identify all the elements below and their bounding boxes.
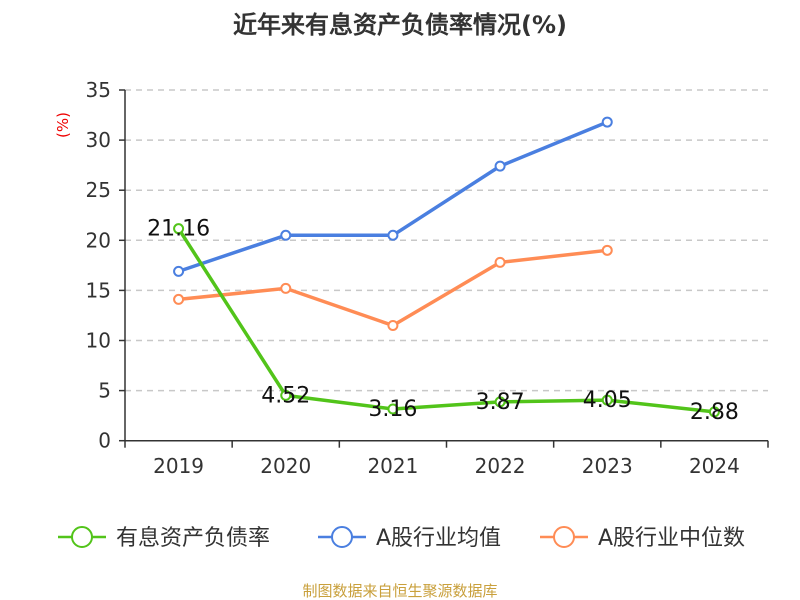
x-tick-label: 2019 xyxy=(153,454,204,478)
data-point xyxy=(494,396,506,408)
y-tick-label: 35 xyxy=(86,78,111,102)
y-tick-label: 25 xyxy=(86,178,111,202)
x-tick-label: 2020 xyxy=(260,454,311,478)
data-label: 4.52 xyxy=(261,383,310,408)
x-tick-label: 2024 xyxy=(689,454,740,478)
y-tick-label: 0 xyxy=(98,429,111,453)
data-label: 4.05 xyxy=(583,388,632,413)
data-label: 21.16 xyxy=(147,217,210,242)
data-point xyxy=(280,389,292,401)
data-point xyxy=(387,319,399,331)
x-tick-label: 2022 xyxy=(475,454,526,478)
data-point xyxy=(280,282,292,294)
data-point xyxy=(708,406,720,418)
data-point xyxy=(601,244,613,256)
data-point xyxy=(601,394,613,406)
data-point xyxy=(280,229,292,241)
y-tick-label: 5 xyxy=(98,379,111,403)
data-label: 3.87 xyxy=(476,390,525,415)
y-tick-label: 20 xyxy=(86,228,111,252)
data-point xyxy=(387,403,399,415)
legend-marker xyxy=(331,526,353,548)
data-label: 3.16 xyxy=(368,397,417,422)
legend-marker xyxy=(71,526,93,548)
data-label: 2.88 xyxy=(690,400,739,425)
y-tick-label: 30 xyxy=(86,128,111,152)
y-axis-unit: (%) xyxy=(54,112,72,138)
data-point xyxy=(387,229,399,241)
chart-title: 近年来有息资产负债率情况(%) xyxy=(233,11,567,39)
y-tick-label: 15 xyxy=(86,278,111,302)
data-point xyxy=(494,256,506,268)
series-line xyxy=(177,227,715,414)
y-tick-label: 10 xyxy=(86,329,111,353)
data-point xyxy=(173,223,185,235)
data-point xyxy=(173,293,185,305)
x-tick-label: 2021 xyxy=(367,454,418,478)
data-point xyxy=(173,265,185,277)
x-tick-label: 2023 xyxy=(582,454,633,478)
source-note: 制图数据来自恒生聚源数据库 xyxy=(302,582,497,600)
legend-label: A股行业中位数 xyxy=(598,526,745,551)
data-point xyxy=(601,116,613,128)
data-point xyxy=(494,160,506,172)
legend-label: 有息资产负债率 xyxy=(116,526,270,551)
legend-marker xyxy=(553,526,575,548)
legend-label: A股行业均值 xyxy=(376,526,501,551)
series-line xyxy=(178,248,608,328)
series-line xyxy=(178,120,608,274)
